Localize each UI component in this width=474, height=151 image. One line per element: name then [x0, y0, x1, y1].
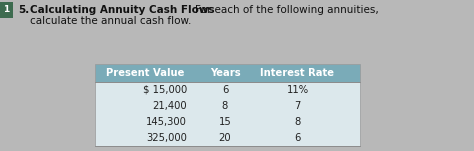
- Text: 5.: 5.: [18, 5, 29, 15]
- Text: 20: 20: [219, 133, 231, 143]
- Text: 15: 15: [219, 117, 231, 127]
- Text: 8: 8: [222, 101, 228, 111]
- Text: 21,400: 21,400: [152, 101, 187, 111]
- Text: 6: 6: [294, 133, 301, 143]
- Text: 7: 7: [294, 101, 301, 111]
- Text: 8: 8: [294, 117, 301, 127]
- Text: Interest Rate: Interest Rate: [261, 68, 335, 78]
- Text: 1: 1: [3, 5, 9, 14]
- Text: 325,000: 325,000: [146, 133, 187, 143]
- FancyBboxPatch shape: [95, 82, 360, 146]
- Text: 6: 6: [222, 85, 228, 95]
- FancyBboxPatch shape: [95, 64, 360, 82]
- Text: For each of the following annuities,: For each of the following annuities,: [195, 5, 379, 15]
- Text: $ 15,000: $ 15,000: [143, 85, 187, 95]
- Text: calculate the annual cash flow.: calculate the annual cash flow.: [30, 16, 191, 26]
- Text: Present Value: Present Value: [106, 68, 184, 78]
- FancyBboxPatch shape: [0, 2, 13, 18]
- Text: 145,300: 145,300: [146, 117, 187, 127]
- Text: Calculating Annuity Cash Flows: Calculating Annuity Cash Flows: [30, 5, 215, 15]
- Text: 11%: 11%: [286, 85, 309, 95]
- Text: Years: Years: [210, 68, 240, 78]
